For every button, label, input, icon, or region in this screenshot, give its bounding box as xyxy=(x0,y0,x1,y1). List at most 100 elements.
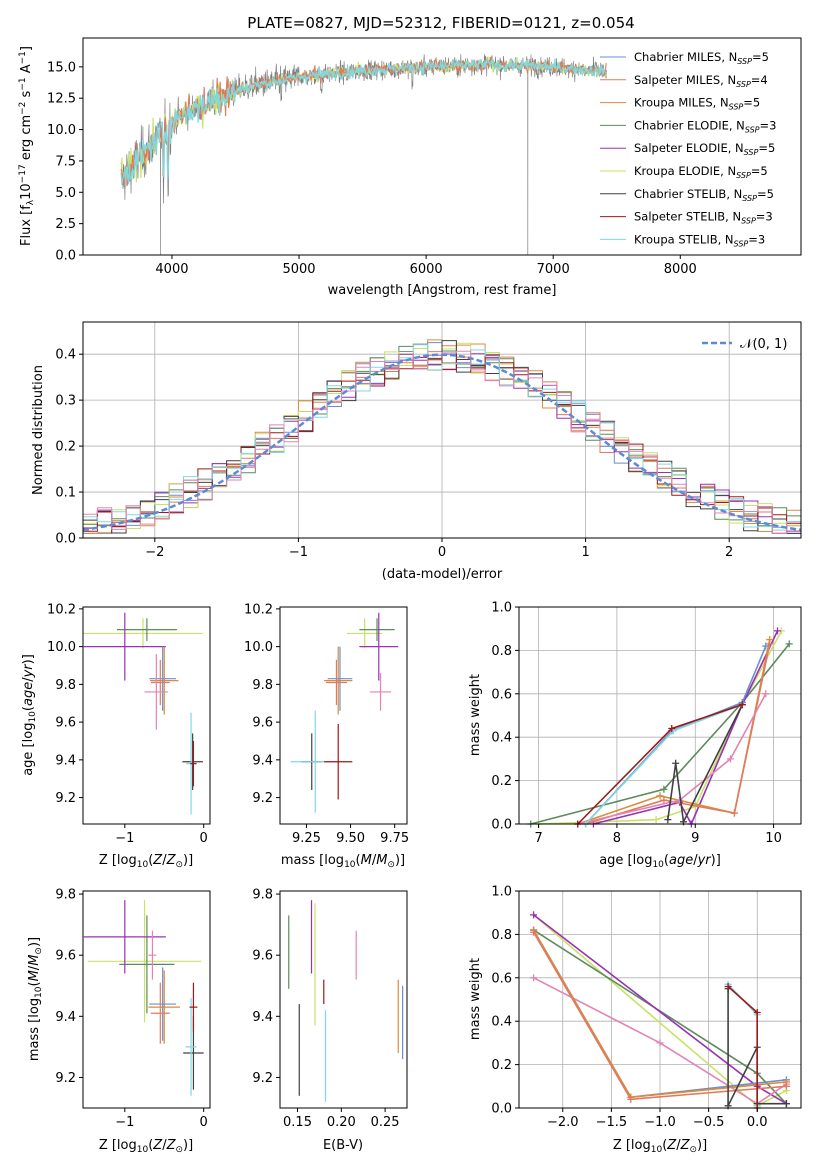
gaussian-legend-label: 𝒩(0, 1) xyxy=(740,337,787,352)
mass-weight-vs-metallicity-point-marker xyxy=(656,1039,664,1047)
mass-weight-vs-metallicity-ytick-label: 0.4 xyxy=(491,1015,512,1030)
mass-vs-metallicity-xlabel: Z [log10(Z/Z⊙)] xyxy=(99,1138,193,1155)
residuals-legend: 𝒩(0, 1) xyxy=(702,337,787,352)
mass-weight-vs-age-point-marker xyxy=(762,690,770,698)
age-vs-metallicity-ytick-label: 10.2 xyxy=(47,602,76,617)
spectrum-model-line xyxy=(120,58,607,188)
mass-weight-vs-metallicity-xtick-label: −1.5 xyxy=(596,1115,628,1130)
mass-weight-vs-metallicity-point-marker xyxy=(627,1095,635,1103)
mass-weight-vs-metallicity-ytick-label: 0.2 xyxy=(491,1058,512,1073)
residuals-ylabel: Normed distribution xyxy=(31,365,46,495)
mass-weight-vs-metallicity-ylabel: mass weight xyxy=(468,958,483,1040)
spectrum-xtick-label: 7000 xyxy=(537,262,570,277)
mass-vs-extinction-ytick-label: 9.8 xyxy=(252,888,273,903)
mass-weight-vs-age-ytick-label: 0.2 xyxy=(491,774,512,789)
mass-vs-extinction-frame xyxy=(279,890,408,1109)
gaussian-curve xyxy=(82,353,802,532)
legend-entry: Salpeter STELIB, NSSP=3 xyxy=(634,210,773,226)
legend-entry: Salpeter MILES, NSSP=4 xyxy=(634,73,768,89)
residuals-xtick-label: −1 xyxy=(289,545,308,560)
spectrum-xtick-label: 8000 xyxy=(664,262,697,277)
spectrum-ytick-label: 2.5 xyxy=(55,217,76,232)
mass-weight-vs-age-xtick-label: 9 xyxy=(691,831,699,846)
figure-title: PLATE=0827, MJD=52312, FIBERID=0121, z=0… xyxy=(247,14,634,32)
age-vs-metallicity-ytick-label: 9.8 xyxy=(55,678,76,693)
spectrum-ytick-label: 12.5 xyxy=(47,92,76,107)
mass-weight-vs-age-point-marker xyxy=(660,785,668,793)
legend-entry: Kroupa MILES, NSSP=5 xyxy=(634,96,760,112)
mass-vs-extinction-ytick-label: 9.6 xyxy=(252,949,273,964)
mass-vs-extinction-ytick-label: 9.4 xyxy=(252,1010,273,1025)
residuals-ytick-label: 0.4 xyxy=(55,348,76,363)
age-vs-mass-xtick-label: 9.25 xyxy=(292,831,321,846)
age-vs-mass-frame xyxy=(279,606,408,825)
mass-weight-vs-metallicity-ytick-label: 1.0 xyxy=(491,885,512,900)
spectrum-ytick-label: 7.5 xyxy=(55,154,76,169)
age-vs-mass-ytick-label: 10.2 xyxy=(244,602,273,617)
spectrum-ytick-label: 5.0 xyxy=(55,186,76,201)
mass-weight-vs-age-point-marker xyxy=(652,816,660,824)
legend-entry: Chabrier MILES, NSSP=5 xyxy=(634,50,769,66)
age-vs-mass-ytick-label: 9.8 xyxy=(252,678,273,693)
legend-entry: Salpeter ELODIE, NSSP=5 xyxy=(634,141,775,157)
mass-weight-vs-metallicity-point-marker xyxy=(753,1009,761,1017)
age-vs-metallicity-ytick-label: 9.2 xyxy=(55,791,76,806)
mass-weight-vs-metallicity-xtick-label: 0.0 xyxy=(747,1115,768,1130)
residuals-xlabel: (data-model)/error xyxy=(382,567,503,582)
age-ylabel: age [log10(age/yr)] xyxy=(21,654,38,776)
mass-weight-vs-metallicity-point-marker xyxy=(530,974,538,982)
legend-entry: Chabrier STELIB, NSSP=5 xyxy=(634,187,774,203)
age-vs-mass-xtick-label: 9.50 xyxy=(336,831,365,846)
spectrum-ylabel: Flux [fλ10−17 erg cm−2 s−1 A−1] xyxy=(18,46,36,246)
spectrum-xtick-label: 6000 xyxy=(410,262,443,277)
age-vs-mass-ytick-label: 9.6 xyxy=(252,716,273,731)
mass-weight-vs-age-ytick-label: 0.0 xyxy=(491,818,512,833)
spectrum-ytick-label: 0.0 xyxy=(55,249,76,264)
mass-vs-metallicity-xtick-label: 0 xyxy=(200,1115,208,1130)
mass-weight-vs-age-xtick-label: 8 xyxy=(613,831,621,846)
mass-weight-vs-metallicity-xlabel: Z [log10(Z/Z⊙)] xyxy=(613,1138,707,1155)
spectrum-legend: Chabrier MILES, NSSP=5 Salpeter MILES, NS… xyxy=(600,50,776,248)
residuals-ytick-label: 0.1 xyxy=(55,486,76,501)
age-vs-metallicity-ytick-label: 10.0 xyxy=(47,640,76,655)
mass-weight-vs-age-point-marker xyxy=(727,755,734,763)
mass-weight-vs-age-xlabel: age [log10(age/yr)] xyxy=(599,853,721,870)
mass-weight-vs-metallicity-series-line xyxy=(533,977,787,1105)
residual-histogram xyxy=(83,340,801,534)
age-vs-mass-ytick-label: 9.2 xyxy=(252,791,273,806)
legend-entry: Kroupa ELODIE, NSSP=5 xyxy=(634,164,768,180)
spectrum-xtick-label: 5000 xyxy=(282,262,315,277)
age-vs-mass-ytick-label: 9.4 xyxy=(252,753,273,768)
age-vs-metallicity-panel: −1 09.29.49.69.810.010.2 Z [log10(Z/Z⊙)] … xyxy=(21,602,211,870)
mass-vs-metallicity-panel: −1 0 9.2 9.4 9.6 9.8 Z [log10(Z/Z⊙)] mass [lo… xyxy=(27,888,211,1155)
mass-weight-vs-age-point-marker xyxy=(738,701,746,709)
mass-weight-vs-age-point-marker xyxy=(785,640,793,648)
spectrum-frame xyxy=(82,37,802,256)
mass-vs-extinction-xtick-label: 0.20 xyxy=(327,1115,356,1130)
age-vs-mass-panel: 9.25 9.50 9.75 9.2 9.4 9.6 9.8 10.0 10.2 mass [l… xyxy=(244,602,409,870)
spectrum-ytick-label: 15.0 xyxy=(47,60,76,75)
mass-weight-vs-metallicity-ytick-label: 0.6 xyxy=(491,971,512,986)
age-vs-metallicity-ytick-label: 9.6 xyxy=(55,716,76,731)
spectrum-xtick-label: 4000 xyxy=(155,262,188,277)
residuals-ytick-label: 0.2 xyxy=(55,440,76,455)
age-vs-mass-ytick-label: 10.0 xyxy=(244,640,273,655)
residuals-xtick-label: −2 xyxy=(145,545,164,560)
mass-weight-vs-metallicity-xtick-label: −0.5 xyxy=(693,1115,725,1130)
spectrum-ytick-label: 10.0 xyxy=(47,123,76,138)
mass-weight-vs-age-series-line xyxy=(667,704,744,825)
mass-weight-vs-age-series-line xyxy=(585,643,771,825)
mass-weight-vs-age-frame xyxy=(518,606,802,825)
mass-weight-vs-age-point-marker xyxy=(774,627,781,635)
mass-weight-vs-age-point-marker xyxy=(730,809,738,817)
mass-weight-vs-metallicity-point-marker xyxy=(782,1082,790,1090)
residuals-panel: −2 −1 0 1 2 0.0 0.1 0.2 0.3 0.4 (data-model)/erro… xyxy=(31,321,802,582)
age-vs-metallicity-xtick-label: 0 xyxy=(200,831,208,846)
spectrum-xlabel: wavelength [Angstrom, rest frame] xyxy=(328,283,557,298)
mass-weight-vs-age-point-marker xyxy=(660,796,668,804)
legend-entry: Chabrier ELODIE, NSSP=3 xyxy=(634,118,776,134)
residuals-xtick-label: 0 xyxy=(438,545,446,560)
mass-vs-extinction-panel: 0.15 0.20 0.25 9.2 9.4 9.6 9.8 E(B-V) xyxy=(252,888,408,1153)
mass-vs-extinction-xlabel: E(B-V) xyxy=(323,1138,363,1153)
